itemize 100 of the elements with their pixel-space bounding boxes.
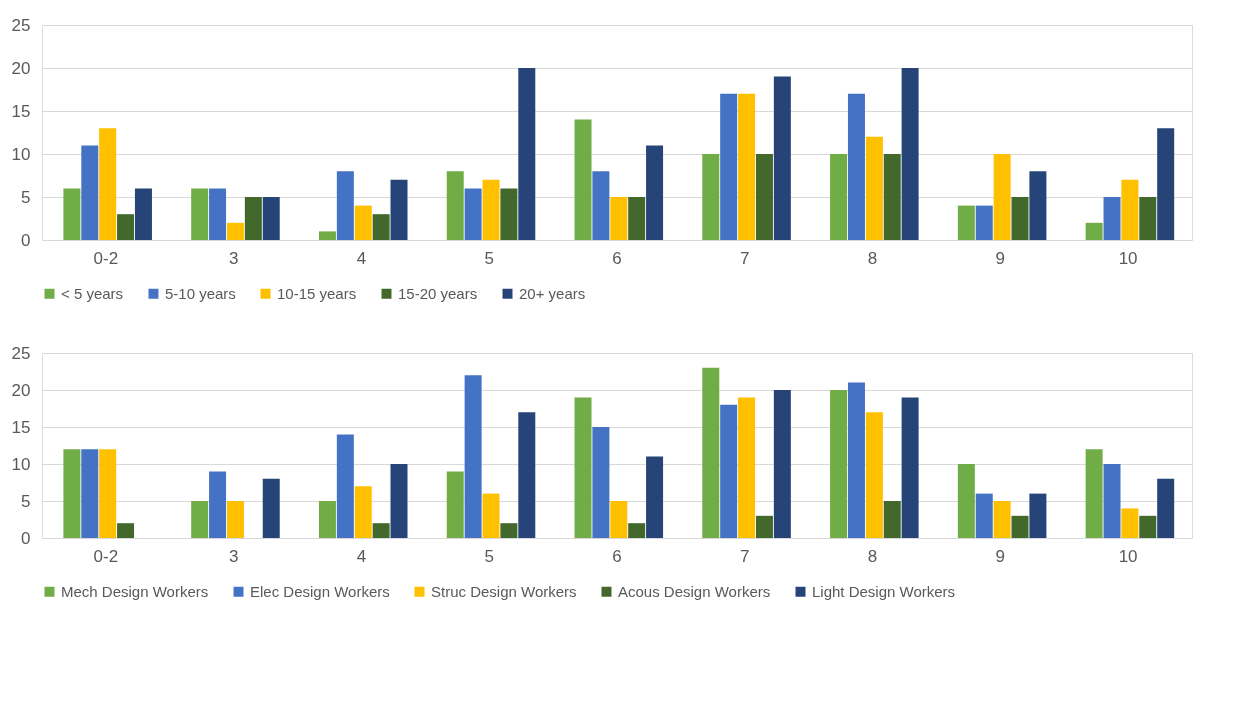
bar <box>354 205 372 240</box>
x-tick-label: 4 <box>356 546 367 566</box>
bar <box>993 154 1011 240</box>
bar <box>957 205 975 240</box>
bar <box>830 154 848 240</box>
bar <box>390 179 408 240</box>
bar <box>262 478 280 538</box>
bar <box>372 214 390 240</box>
x-tick-label: 7 <box>740 248 750 268</box>
bar <box>390 464 408 538</box>
bar <box>901 397 919 538</box>
bar <box>1121 179 1139 240</box>
legend-label: 5-10 years <box>165 284 236 302</box>
bar <box>755 154 773 240</box>
bar <box>1085 449 1103 538</box>
bar <box>610 197 628 240</box>
legend-label: Light Design Workers <box>812 582 956 600</box>
bar <box>99 128 117 240</box>
bar <box>99 449 117 538</box>
bar <box>628 523 646 538</box>
bar <box>81 145 99 240</box>
legend-label: 20+ years <box>519 284 586 302</box>
legend-label: Mech Design Workers <box>61 582 209 600</box>
bar <box>883 154 901 240</box>
x-tick-label: 4 <box>356 248 367 268</box>
bar <box>518 68 536 240</box>
bar <box>262 197 280 240</box>
bar <box>1011 197 1029 240</box>
bar <box>847 382 865 538</box>
bar <box>773 76 791 240</box>
x-tick-label: 10 <box>1118 248 1138 268</box>
bar <box>720 93 738 240</box>
bar <box>1011 515 1029 538</box>
legend-label: < 5 years <box>61 284 124 302</box>
bar <box>1029 171 1047 240</box>
bar <box>134 188 152 240</box>
bar <box>738 397 756 538</box>
x-tick-label: 9 <box>995 546 1006 566</box>
bar <box>702 154 720 240</box>
bar <box>1121 508 1139 538</box>
y-tick-label: 20 <box>11 58 31 78</box>
x-tick-label: 0-2 <box>93 546 119 566</box>
bar <box>372 523 390 538</box>
bar <box>117 523 135 538</box>
bar <box>244 197 262 240</box>
bar <box>209 188 227 240</box>
x-tick-label: 9 <box>995 248 1006 268</box>
bar <box>574 397 592 538</box>
bar <box>191 188 209 240</box>
bar <box>574 119 592 240</box>
bar <box>592 427 610 538</box>
x-tick-label: 6 <box>612 546 622 566</box>
bar <box>1103 197 1121 240</box>
bar <box>318 231 336 240</box>
bar <box>773 390 791 538</box>
bar <box>226 222 244 240</box>
legend-label: 10-15 years <box>277 284 357 302</box>
x-tick-label: 8 <box>867 248 878 268</box>
x-tick-label: 3 <box>228 546 239 566</box>
y-tick-label: 5 <box>21 491 31 511</box>
bar <box>628 197 646 240</box>
bar <box>901 68 919 240</box>
bar <box>883 501 901 538</box>
bar <box>482 179 500 240</box>
bar <box>993 501 1011 538</box>
bar <box>446 171 464 240</box>
bar <box>1103 464 1121 538</box>
legend-label: Acous Design Workers <box>618 582 771 600</box>
bar <box>720 404 738 538</box>
bar <box>592 171 610 240</box>
x-tick-label: 6 <box>612 248 622 268</box>
legend-label: Struc Design Workers <box>431 582 577 600</box>
bar <box>1139 197 1157 240</box>
x-tick-label: 5 <box>484 248 494 268</box>
x-tick-label: 8 <box>867 546 878 566</box>
bar <box>209 471 227 538</box>
bar <box>957 464 975 538</box>
bar <box>1139 515 1157 538</box>
bar <box>226 501 244 538</box>
y-tick-label: 25 <box>11 15 31 35</box>
bar <box>446 471 464 538</box>
bar <box>1157 128 1175 240</box>
bar <box>518 412 536 538</box>
bar <box>702 367 720 538</box>
bar <box>865 136 883 240</box>
bar <box>646 145 664 240</box>
y-tick-label: 15 <box>11 101 31 121</box>
y-tick-label: 0 <box>21 528 31 548</box>
bar <box>500 188 518 240</box>
y-tick-label: 10 <box>11 454 31 474</box>
bar <box>63 188 81 240</box>
bar <box>191 501 209 538</box>
bar <box>81 449 99 538</box>
y-tick-label: 25 <box>11 343 31 363</box>
bar <box>646 456 664 538</box>
y-tick-label: 5 <box>21 187 31 207</box>
bar <box>336 434 354 538</box>
bar <box>738 93 756 240</box>
bar <box>318 501 336 538</box>
bar <box>500 523 518 538</box>
